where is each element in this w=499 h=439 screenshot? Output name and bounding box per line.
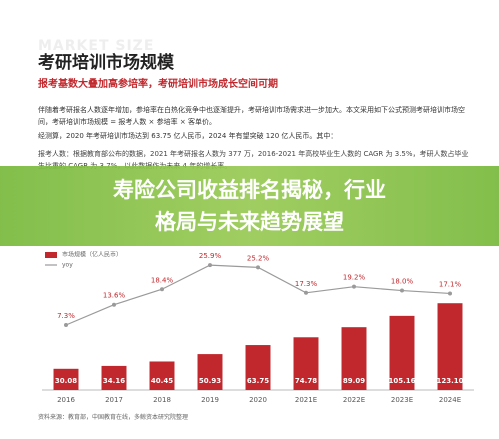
watermark: MARKET SIZE [38, 38, 155, 54]
bar-label: 40.45 [151, 377, 173, 385]
subtitle: 报考基数大叠加高参培率，考研培训市场成长空间可期 [38, 79, 278, 90]
bar-label: 50.93 [199, 377, 221, 385]
point-label: 17.3% [295, 280, 318, 288]
bar [101, 365, 127, 390]
bar-label: 123.10 [436, 377, 463, 385]
x-tick-label: 2020 [249, 396, 267, 404]
bar-label: 30.08 [55, 377, 77, 385]
bar [149, 361, 175, 390]
point [400, 288, 404, 293]
source: 资料来源：教育部，中国教育在线，多鲸资本研究院整理 [38, 414, 189, 421]
point-label: 7.3% [57, 312, 75, 320]
x-tick-label: 2019 [201, 396, 219, 404]
bar [53, 368, 79, 390]
banner-line: 寿险公司收益排名揭秘，行业 [113, 178, 386, 202]
point-label: 25.2% [247, 254, 270, 262]
point-label: 17.1% [439, 280, 462, 288]
title: 考研培训市场规模 [38, 53, 174, 73]
legend-swatch [45, 252, 57, 258]
x-tick-label: 2016 [57, 396, 75, 404]
x-tick-label: 2017 [105, 396, 123, 404]
point-label: 13.6% [103, 292, 126, 300]
bar [341, 327, 367, 390]
paragraph: 经测算，2020 年考研培训市场达到 63.75 亿人民币，2024 年有望突破… [38, 132, 338, 140]
point-label: 18.4% [151, 276, 174, 284]
bar-label: 105.16 [388, 377, 415, 385]
point [448, 291, 452, 296]
point-label: 18.0% [391, 278, 414, 286]
point [304, 290, 308, 295]
bar [437, 303, 463, 390]
point [352, 284, 356, 289]
legend-label: yoy [62, 262, 73, 269]
legend-label: 市场规模（亿人民币） [62, 251, 122, 259]
point-label: 19.2% [343, 274, 366, 282]
x-tick-label: 2018 [153, 396, 171, 404]
bar [197, 354, 223, 390]
paragraph: 伴随着考研报名人数逐年增加，参培率在白热化竞争中也逐渐提升，考研培训市场需求进一… [38, 106, 465, 126]
point [208, 263, 212, 268]
bar-label: 63.75 [247, 377, 269, 385]
point [256, 265, 260, 270]
x-tick-label: 2021E [295, 396, 317, 404]
point [112, 302, 116, 307]
bar-label: 34.16 [103, 377, 125, 385]
bar [245, 345, 271, 390]
bar-label: 89.09 [343, 377, 365, 385]
bar [389, 315, 415, 390]
bar [293, 337, 319, 390]
banner: 寿险公司收益排名揭秘，行业 格局与未来趋势展望 [0, 166, 499, 246]
point [64, 322, 68, 327]
point [160, 287, 164, 292]
x-tick-label: 2022E [343, 396, 365, 404]
x-tick-label: 2024E [439, 396, 461, 404]
point-label: 25.9% [199, 252, 222, 260]
bar-label: 74.78 [295, 377, 317, 385]
x-tick-label: 2023E [391, 396, 413, 404]
banner-line: 格局与未来趋势展望 [155, 210, 344, 234]
